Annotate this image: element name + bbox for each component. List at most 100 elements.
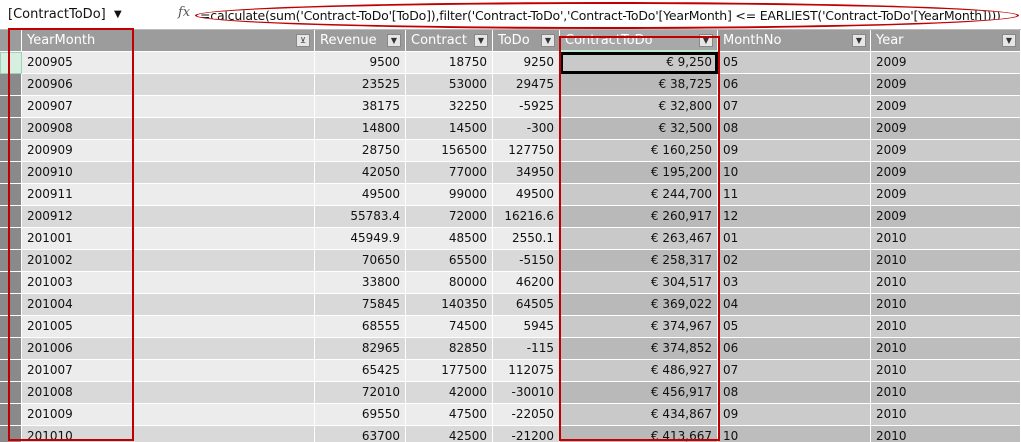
cell-contracttodo[interactable]: € 263,467 [560, 228, 718, 250]
cell-contract[interactable]: 80000 [406, 272, 493, 294]
cell-revenue[interactable]: 9500 [315, 52, 406, 74]
cell-contracttodo[interactable]: € 195,200 [560, 162, 718, 184]
cell-year[interactable]: 2010 [871, 294, 1021, 316]
name-box[interactable]: [ContractToDo] ▼ [4, 5, 164, 25]
cell-todo[interactable]: -5925 [493, 96, 560, 118]
cell-year[interactable]: 2009 [871, 118, 1021, 140]
cell-year[interactable]: 2009 [871, 184, 1021, 206]
formula-input[interactable]: =calculate(sum('Contract-ToDo'[ToDo]),fi… [195, 2, 1019, 29]
cell-todo[interactable]: -115 [493, 338, 560, 360]
row-header[interactable] [0, 250, 22, 272]
cell-yearmonth[interactable]: 200907 [22, 96, 315, 118]
cell-contract[interactable]: 156500 [406, 140, 493, 162]
cell-todo[interactable]: 5945 [493, 316, 560, 338]
cell-revenue[interactable]: 65425 [315, 360, 406, 382]
cell-todo[interactable]: 29475 [493, 74, 560, 96]
column-header-contract[interactable]: Contract ▼ [406, 30, 493, 52]
dropdown-arrow-icon[interactable]: ▼ [541, 34, 555, 47]
row-header[interactable] [0, 360, 22, 382]
chevron-down-icon[interactable]: ▼ [114, 9, 122, 20]
row-header[interactable] [0, 404, 22, 426]
row-header[interactable] [0, 162, 22, 184]
cell-contracttodo[interactable]: € 456,917 [560, 382, 718, 404]
cell-contract[interactable]: 177500 [406, 360, 493, 382]
row-header[interactable] [0, 118, 22, 140]
cell-revenue[interactable]: 33800 [315, 272, 406, 294]
cell-todo[interactable]: -21200 [493, 426, 560, 442]
row-header[interactable] [0, 426, 22, 442]
cell-monthno[interactable]: 06 [718, 338, 871, 360]
cell-revenue[interactable]: 68555 [315, 316, 406, 338]
cell-monthno[interactable]: 07 [718, 360, 871, 382]
cell-monthno[interactable]: 07 [718, 96, 871, 118]
cell-year[interactable]: 2010 [871, 272, 1021, 294]
cell-year[interactable]: 2010 [871, 360, 1021, 382]
cell-yearmonth[interactable]: 201005 [22, 316, 315, 338]
column-header-monthno[interactable]: MonthNo ▼ [718, 30, 871, 52]
cell-contracttodo[interactable]: € 258,317 [560, 250, 718, 272]
cell-monthno[interactable]: 05 [718, 52, 871, 74]
cell-todo[interactable]: 16216.6 [493, 206, 560, 228]
cell-yearmonth[interactable]: 201003 [22, 272, 315, 294]
cell-todo[interactable]: -30010 [493, 382, 560, 404]
cell-revenue[interactable]: 82965 [315, 338, 406, 360]
cell-revenue[interactable]: 42050 [315, 162, 406, 184]
cell-year[interactable]: 2010 [871, 382, 1021, 404]
cell-monthno[interactable]: 09 [718, 404, 871, 426]
column-header-contracttodo[interactable]: ContractToDo ▼ [560, 30, 718, 52]
row-header[interactable] [0, 96, 22, 118]
cell-yearmonth[interactable]: 200910 [22, 162, 315, 184]
cell-todo[interactable]: 64505 [493, 294, 560, 316]
cell-contracttodo[interactable]: € 486,927 [560, 360, 718, 382]
cell-revenue[interactable]: 72010 [315, 382, 406, 404]
cell-todo[interactable]: -5150 [493, 250, 560, 272]
cell-monthno[interactable]: 12 [718, 206, 871, 228]
cell-contract[interactable]: 47500 [406, 404, 493, 426]
cell-monthno[interactable]: 10 [718, 426, 871, 442]
cell-yearmonth[interactable]: 201002 [22, 250, 315, 272]
cell-contracttodo[interactable]: € 244,700 [560, 184, 718, 206]
cell-contracttodo[interactable]: € 32,500 [560, 118, 718, 140]
cell-yearmonth[interactable]: 201001 [22, 228, 315, 250]
cell-contract[interactable]: 48500 [406, 228, 493, 250]
cell-revenue[interactable]: 49500 [315, 184, 406, 206]
row-header[interactable] [0, 206, 22, 228]
cell-yearmonth[interactable]: 200908 [22, 118, 315, 140]
row-header[interactable] [0, 338, 22, 360]
cell-monthno[interactable]: 03 [718, 272, 871, 294]
column-header-year[interactable]: Year ▼ [871, 30, 1021, 52]
cell-todo[interactable]: 127750 [493, 140, 560, 162]
cell-revenue[interactable]: 69550 [315, 404, 406, 426]
cell-contracttodo[interactable]: € 369,022 [560, 294, 718, 316]
cell-monthno[interactable]: 05 [718, 316, 871, 338]
cell-todo[interactable]: 46200 [493, 272, 560, 294]
cell-yearmonth[interactable]: 200912 [22, 206, 315, 228]
cell-yearmonth[interactable]: 201009 [22, 404, 315, 426]
cell-revenue[interactable]: 14800 [315, 118, 406, 140]
row-header[interactable] [0, 382, 22, 404]
cell-todo[interactable]: 9250 [493, 52, 560, 74]
cell-todo[interactable]: 112075 [493, 360, 560, 382]
cell-monthno[interactable]: 04 [718, 294, 871, 316]
cell-contract[interactable]: 74500 [406, 316, 493, 338]
dropdown-arrow-icon[interactable]: ▼ [1002, 34, 1016, 47]
cell-todo[interactable]: 2550.1 [493, 228, 560, 250]
cell-contract[interactable]: 82850 [406, 338, 493, 360]
cell-contracttodo[interactable]: € 413,667 [560, 426, 718, 442]
cell-contract[interactable]: 42000 [406, 382, 493, 404]
cell-yearmonth[interactable]: 200906 [22, 74, 315, 96]
cell-yearmonth[interactable]: 200905 [22, 52, 315, 74]
cell-yearmonth[interactable]: 200909 [22, 140, 315, 162]
cell-monthno[interactable]: 06 [718, 74, 871, 96]
cell-revenue[interactable]: 38175 [315, 96, 406, 118]
cell-yearmonth[interactable]: 201004 [22, 294, 315, 316]
cell-year[interactable]: 2009 [871, 162, 1021, 184]
dropdown-arrow-icon[interactable]: ▼ [852, 34, 866, 47]
row-header[interactable] [0, 316, 22, 338]
column-header-todo[interactable]: ToDo ▼ [493, 30, 560, 52]
cell-yearmonth[interactable]: 201007 [22, 360, 315, 382]
filter-icon[interactable]: ⊻ [296, 34, 310, 47]
cell-yearmonth[interactable]: 201008 [22, 382, 315, 404]
row-header[interactable] [0, 52, 22, 74]
cell-todo[interactable]: 34950 [493, 162, 560, 184]
